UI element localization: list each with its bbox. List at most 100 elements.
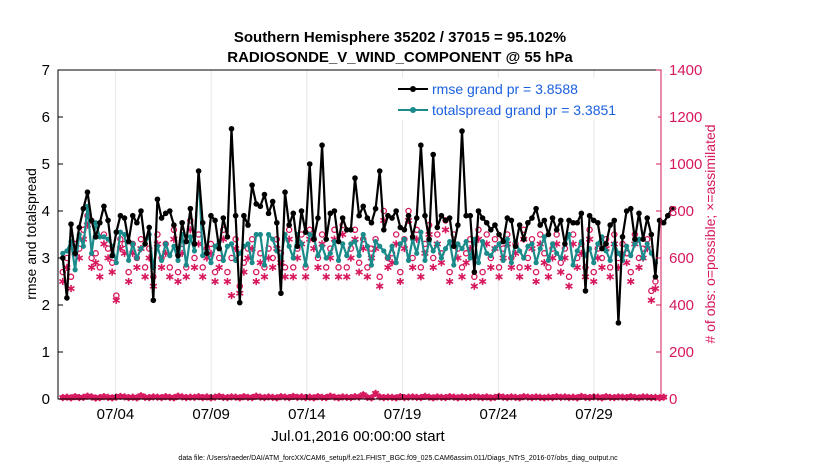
obs-assimilated-marker	[96, 273, 104, 281]
series-rmse-point	[158, 215, 165, 221]
series-rmse-point	[541, 217, 548, 224]
obs-assimilated-marker	[486, 263, 495, 271]
obs-possible-marker	[434, 231, 441, 238]
series-rmse-point	[549, 215, 556, 221]
series-totalspread-point	[381, 248, 387, 254]
obs-assimilated-marker	[626, 277, 635, 286]
obs-possible-marker	[417, 264, 425, 271]
obs-possible-marker	[252, 268, 260, 276]
obs-assimilated-marker	[565, 282, 573, 290]
series-rmse-point	[500, 238, 506, 245]
obs-assimilated-stroke	[532, 278, 540, 285]
series-totalspread-point	[228, 241, 235, 247]
series-rmse-point	[413, 215, 420, 221]
series-rmse-point	[488, 227, 494, 233]
series-totalspread-point	[517, 248, 523, 254]
y-left-tick-label: 6	[42, 109, 50, 126]
obs-assimilated-stroke	[441, 227, 450, 233]
obs-assimilated-stroke	[190, 264, 199, 271]
series-rmse-point	[397, 224, 404, 231]
series-rmse-point	[627, 205, 634, 212]
obs-assimilated-stroke	[141, 274, 149, 280]
series-rmse-point	[68, 221, 74, 227]
series-rmse-point	[463, 212, 469, 219]
series-rmse-point	[208, 212, 214, 219]
series-rmse-point	[162, 210, 169, 217]
series-totalspread-point	[607, 257, 613, 263]
obs-assimilated-marker	[314, 263, 322, 271]
obs-assimilated-marker	[441, 226, 450, 234]
series-rmse-point	[525, 219, 531, 226]
series-totalspread-point	[500, 257, 506, 263]
series-rmse-point	[648, 231, 655, 238]
obs-assimilated-stroke	[289, 274, 298, 280]
series-totalspread-point	[644, 241, 650, 247]
obs-assimilated-marker	[215, 263, 224, 271]
series-totalspread-point	[327, 250, 333, 256]
y-right-tick-label: 1200	[669, 109, 702, 126]
series-rmse-point	[129, 212, 136, 219]
obs-assimilated-stroke	[112, 297, 121, 303]
series-totalspread-point	[640, 255, 646, 261]
series-totalspread-point	[331, 238, 338, 245]
series-totalspread-point	[364, 243, 370, 249]
series-rmse-point	[212, 217, 218, 224]
obs-assimilated-marker	[322, 273, 331, 281]
series-totalspread-point	[340, 241, 346, 247]
series-totalspread-point	[549, 241, 556, 247]
series-rmse-point	[475, 208, 482, 214]
series-totalspread-point	[175, 257, 181, 263]
series-rmse-point	[426, 236, 432, 242]
series-rmse-point	[109, 252, 115, 259]
legend: rmse grand pr = 3.8588 totalspread grand…	[395, 78, 658, 120]
obs-assimilated-stroke	[174, 278, 182, 285]
series-totalspread-point	[615, 250, 622, 256]
series-totalspread-point	[191, 248, 198, 254]
obs-assimilated-marker	[260, 273, 269, 281]
series-rmse-point	[520, 236, 527, 242]
obs-possible-marker	[429, 254, 437, 262]
y-right-tick-label: 400	[669, 297, 694, 314]
y-right-tick-label: 1000	[669, 156, 702, 173]
series-totalspread-point	[492, 246, 498, 252]
series-rmse-point	[566, 217, 572, 224]
obs-assimilated-stroke	[281, 274, 289, 280]
series-rmse-point	[290, 210, 297, 217]
series-totalspread-point	[171, 243, 177, 249]
obs-assimilated-stroke	[408, 264, 417, 271]
x-tick-label: 07/09	[192, 406, 230, 423]
series-totalspread-point	[533, 260, 539, 266]
obs-assimilated-marker	[544, 273, 553, 281]
series-totalspread-point	[130, 241, 136, 247]
series-totalspread-point	[455, 241, 461, 247]
series-totalspread-point	[348, 241, 354, 247]
series-totalspread-point	[315, 253, 321, 259]
series-totalspread-point	[389, 243, 395, 249]
obs-assimilated-stroke	[334, 274, 343, 280]
series-totalspread-point	[220, 257, 226, 263]
series-totalspread-point	[496, 241, 502, 247]
obs-assimilated-marker	[445, 277, 454, 286]
obs-assimilated-stroke	[635, 264, 643, 271]
series-rmse-point	[623, 208, 630, 214]
series-totalspread-point	[245, 241, 251, 247]
obs-assimilated-marker	[67, 284, 75, 293]
obs-assimilated-stroke	[182, 274, 191, 280]
obs-assimilated-marker	[165, 273, 174, 281]
series-rmse-point	[578, 210, 585, 217]
series-rmse-point	[121, 215, 128, 221]
legend-spread-marker	[410, 107, 416, 113]
obs-assimilated-marker	[124, 277, 133, 286]
obs-assimilated-stroke	[417, 274, 425, 280]
series-rmse-point	[529, 215, 535, 221]
obs-assimilated-marker	[174, 277, 182, 286]
series-rmse-point	[253, 201, 260, 207]
series-totalspread-point	[545, 257, 552, 263]
obs-assimilated-stroke	[437, 260, 446, 266]
series-rmse-point	[360, 203, 367, 210]
obs-assimilated-stroke	[157, 264, 166, 271]
series-rmse-point	[232, 212, 239, 219]
series-rmse-point	[545, 231, 552, 238]
obs-possible-marker	[191, 254, 198, 262]
series-totalspread-point	[459, 246, 465, 252]
